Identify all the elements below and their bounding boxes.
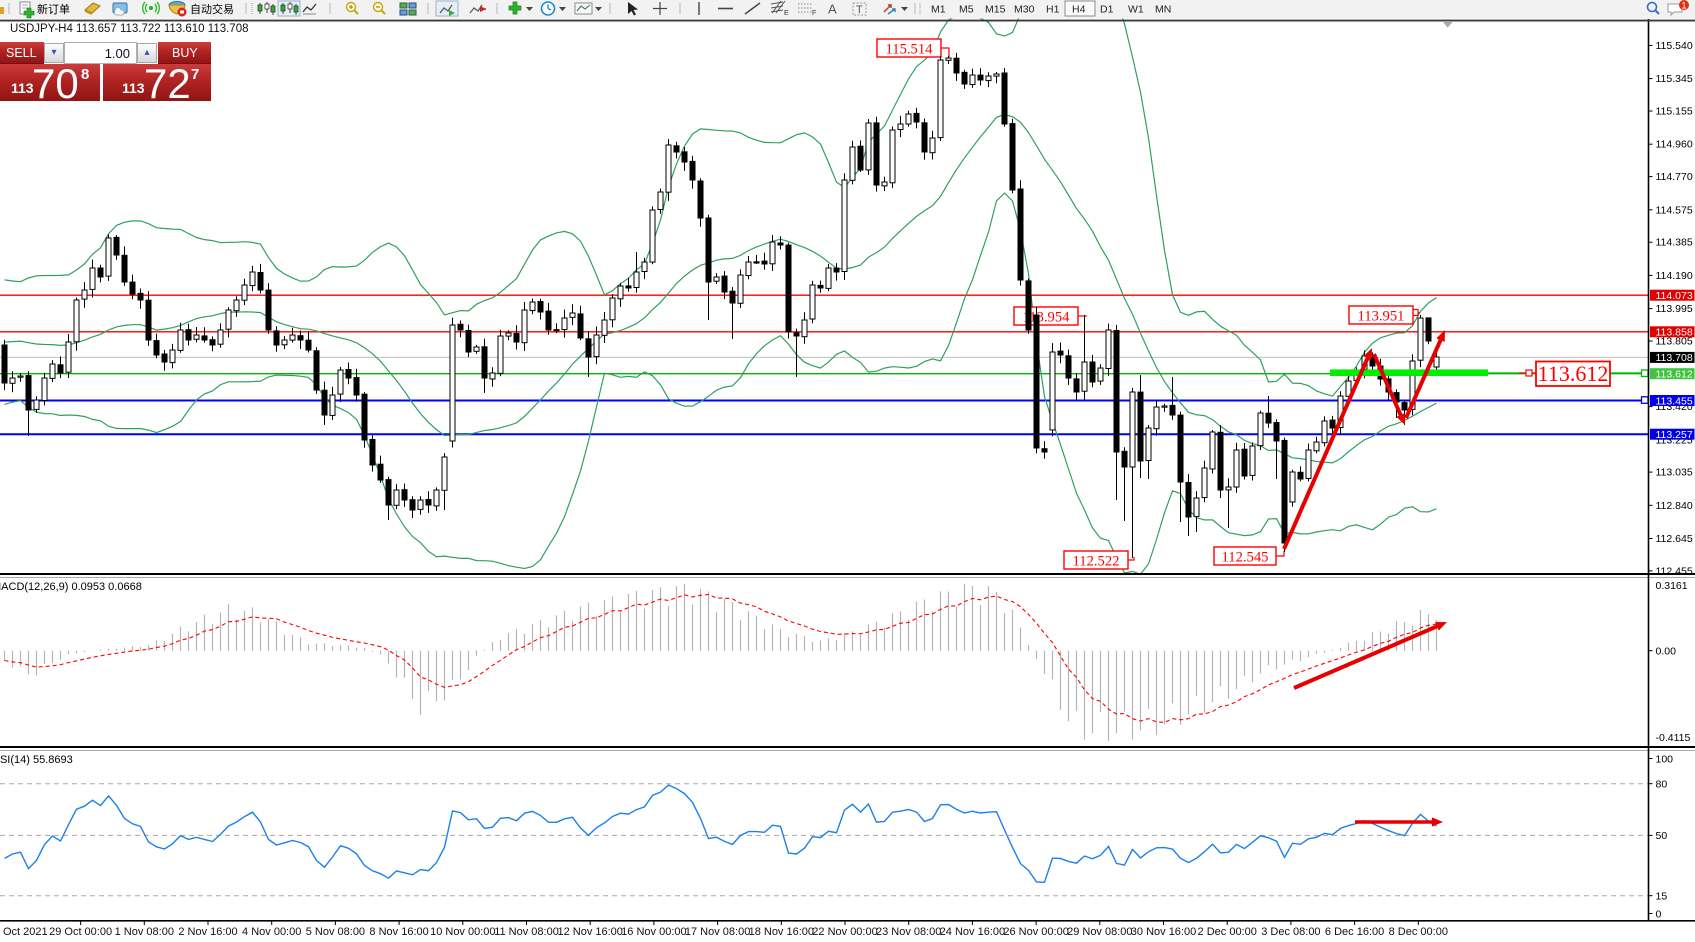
svg-text:M5: M5 — [959, 4, 974, 16]
svg-text:113.805: 113.805 — [1656, 336, 1693, 348]
svg-text:24 Nov 16:00: 24 Nov 16:00 — [940, 926, 1005, 938]
svg-text:113.858: 113.858 — [1656, 327, 1693, 339]
svg-text:MN: MN — [1155, 4, 1171, 16]
svg-text:113.995: 113.995 — [1656, 303, 1693, 315]
svg-text:D1: D1 — [1100, 4, 1114, 16]
svg-text:M1: M1 — [931, 4, 946, 16]
svg-text:115.155: 115.155 — [1656, 106, 1693, 118]
svg-text:114.960: 114.960 — [1656, 139, 1693, 151]
svg-text:1 Nov 08:00: 1 Nov 08:00 — [115, 926, 174, 938]
svg-text:114.770: 114.770 — [1656, 171, 1693, 183]
svg-text:115.345: 115.345 — [1656, 73, 1693, 85]
svg-text:11 Nov 08:00: 11 Nov 08:00 — [494, 926, 559, 938]
svg-text:100: 100 — [1656, 753, 1674, 765]
svg-text:5 Nov 08:00: 5 Nov 08:00 — [306, 926, 365, 938]
svg-text:112.545: 112.545 — [1222, 549, 1269, 565]
svg-text:F: F — [812, 10, 816, 17]
svg-text:0.00: 0.00 — [1656, 646, 1677, 658]
svg-text:W1: W1 — [1128, 4, 1144, 16]
svg-text:115.514: 115.514 — [886, 41, 934, 57]
svg-text:23 Nov 08:00: 23 Nov 08:00 — [876, 926, 941, 938]
svg-text:自动交易: 自动交易 — [190, 2, 234, 16]
svg-text:114.190: 114.190 — [1656, 270, 1693, 282]
svg-text:M15: M15 — [985, 4, 1006, 16]
svg-text:29 Nov 08:00: 29 Nov 08:00 — [1067, 926, 1132, 938]
svg-text:10 Nov 00:00: 10 Nov 00:00 — [430, 926, 495, 938]
svg-text:30 Nov 16:00: 30 Nov 16:00 — [1131, 926, 1196, 938]
svg-text:114.073: 114.073 — [1656, 290, 1693, 302]
svg-text:2 Dec 00:00: 2 Dec 00:00 — [1198, 926, 1257, 938]
svg-text:15: 15 — [1656, 891, 1668, 903]
svg-text:H4: H4 — [1072, 4, 1086, 16]
svg-text:1: 1 — [1681, 1, 1686, 11]
svg-text:18 Nov 16:00: 18 Nov 16:00 — [749, 926, 814, 938]
svg-text:MACD(12,26,9) 0.0953 0.0668: MACD(12,26,9) 0.0953 0.0668 — [0, 581, 142, 593]
svg-text:113.951: 113.951 — [1358, 308, 1405, 324]
svg-text:50: 50 — [1656, 830, 1668, 842]
svg-text:112.455: 112.455 — [1656, 565, 1693, 577]
svg-text:0.3161: 0.3161 — [1656, 580, 1688, 592]
svg-text:22 Nov 00:00: 22 Nov 00:00 — [812, 926, 877, 938]
svg-text:115.540: 115.540 — [1656, 40, 1693, 52]
svg-text:113.612: 113.612 — [1538, 361, 1609, 386]
svg-text:113.612: 113.612 — [1656, 369, 1693, 381]
svg-text:114.385: 114.385 — [1656, 237, 1693, 249]
svg-text:113.257: 113.257 — [1656, 429, 1693, 441]
svg-text:17 Nov 08:00: 17 Nov 08:00 — [685, 926, 750, 938]
svg-text:新订单: 新订单 — [37, 2, 70, 16]
svg-text:RSI(14) 55.8693: RSI(14) 55.8693 — [0, 754, 73, 766]
svg-text:E: E — [784, 10, 789, 17]
svg-text:112.840: 112.840 — [1656, 500, 1693, 512]
svg-text:29 Oct 00:00: 29 Oct 00:00 — [49, 926, 112, 938]
svg-text:-0.4115: -0.4115 — [1656, 732, 1691, 744]
svg-text:16 Nov 00:00: 16 Nov 00:00 — [621, 926, 686, 938]
svg-text:4 Nov 00:00: 4 Nov 00:00 — [242, 926, 301, 938]
svg-text:114.575: 114.575 — [1656, 204, 1693, 216]
svg-text:12 Nov 16:00: 12 Nov 16:00 — [557, 926, 622, 938]
svg-text:113.708: 113.708 — [1656, 352, 1693, 364]
svg-text:H1: H1 — [1046, 4, 1060, 16]
svg-text:113.035: 113.035 — [1656, 467, 1693, 479]
svg-text:M30: M30 — [1014, 4, 1035, 16]
svg-text:8 Dec 00:00: 8 Dec 00:00 — [1389, 926, 1448, 938]
svg-text:3 Dec 08:00: 3 Dec 08:00 — [1261, 926, 1320, 938]
svg-text:USDJPY-H4 113.657 113.722 113: USDJPY-H4 113.657 113.722 113.610 113.70… — [10, 23, 249, 35]
svg-text:112.522: 112.522 — [1073, 553, 1120, 569]
svg-text:8 Nov 16:00: 8 Nov 16:00 — [369, 926, 428, 938]
svg-text:6 Dec 16:00: 6 Dec 16:00 — [1325, 926, 1384, 938]
svg-text:Oct 2021: Oct 2021 — [3, 926, 48, 938]
svg-text:T: T — [856, 4, 863, 16]
svg-text:112.645: 112.645 — [1656, 533, 1693, 545]
svg-text:0: 0 — [1656, 908, 1662, 920]
svg-text:2 Nov 16:00: 2 Nov 16:00 — [178, 926, 237, 938]
svg-text:26 Nov 00:00: 26 Nov 00:00 — [1003, 926, 1068, 938]
svg-text:113.455: 113.455 — [1656, 395, 1693, 407]
svg-text:A: A — [828, 2, 837, 17]
svg-text:80: 80 — [1656, 779, 1668, 791]
